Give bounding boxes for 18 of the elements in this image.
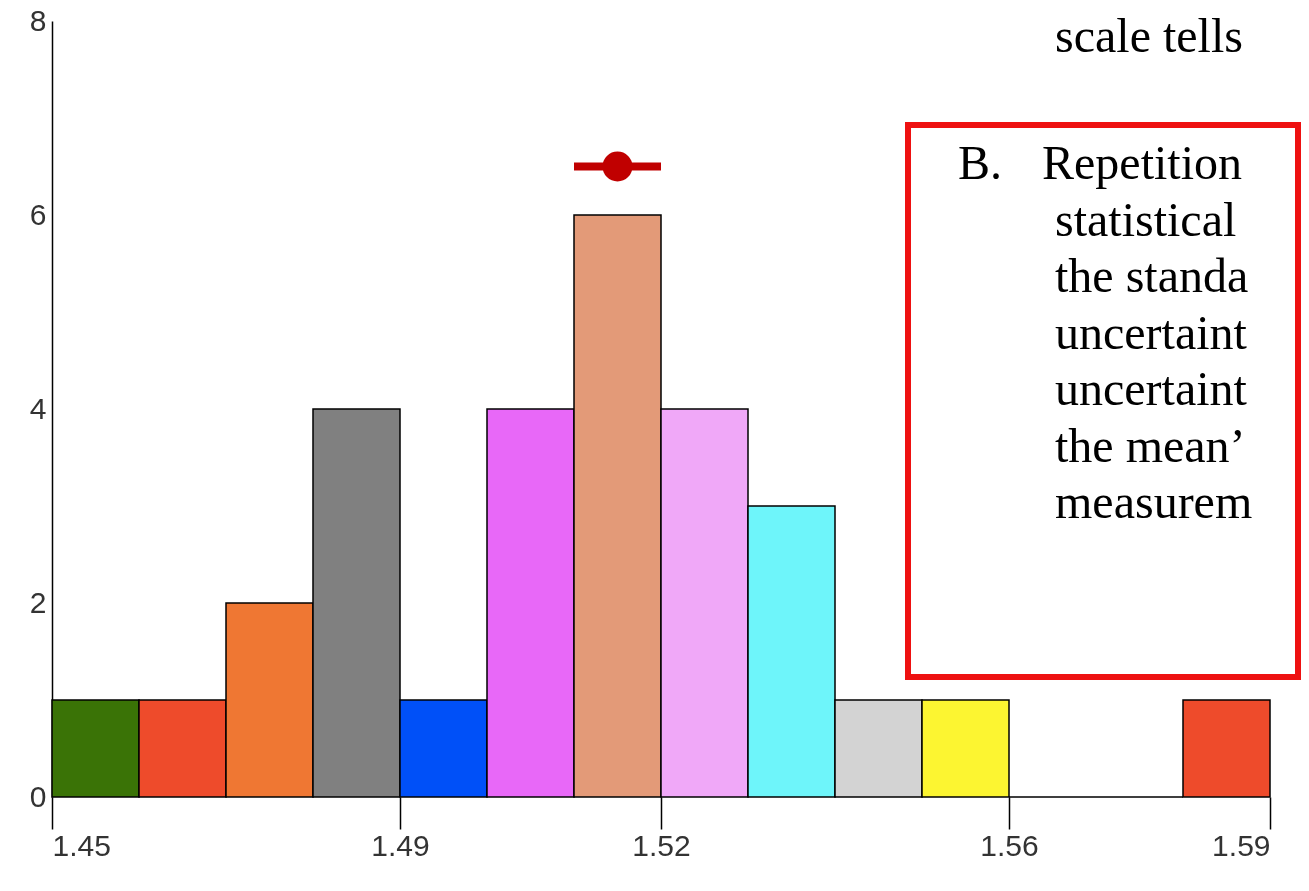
y-tick-label: 8	[29, 3, 47, 37]
annotation: B. Repetition	[958, 135, 1242, 191]
x-tick-label: 1.59	[1212, 828, 1271, 862]
annotation: measurem	[1055, 474, 1253, 530]
x-tick-label: 1.45	[52, 828, 111, 862]
x-tick-label: 1.49	[371, 828, 430, 862]
annotation: the mean’	[1055, 417, 1246, 474]
annotation: scale tells	[1055, 8, 1243, 64]
annotation: uncertaint	[1055, 304, 1247, 361]
y-tick-label: 2	[29, 585, 47, 619]
y-tick-label: 4	[29, 391, 47, 425]
annotation: uncertaint	[1055, 361, 1247, 417]
annotation: statistical	[1055, 191, 1237, 248]
y-tick-label: 0	[29, 779, 47, 813]
y-tick-label: 6	[29, 197, 47, 231]
x-tick-label: 1.52	[632, 828, 691, 862]
x-tick-label: 1.56	[980, 828, 1039, 862]
annotation: the standa	[1055, 248, 1249, 304]
